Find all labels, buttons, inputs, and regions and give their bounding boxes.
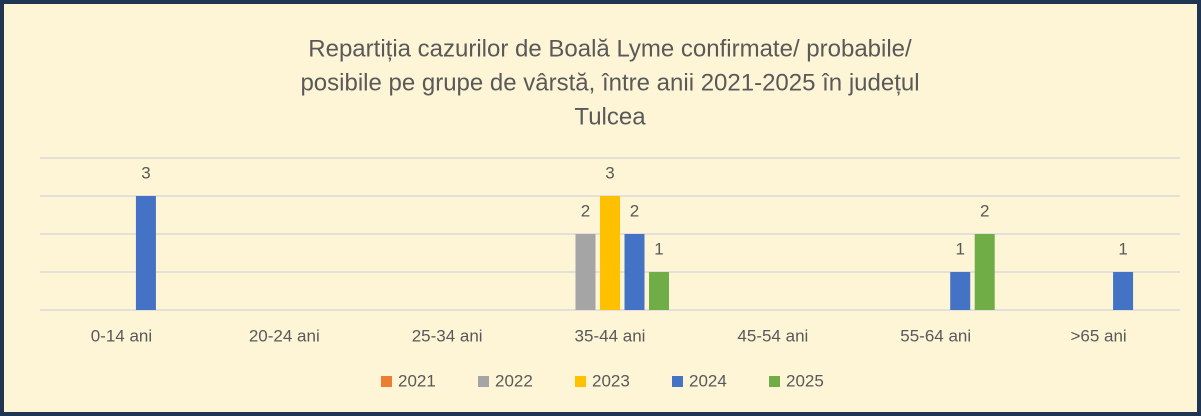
legend-swatch: [672, 376, 683, 387]
data-label: 1: [955, 239, 964, 258]
bar: [624, 234, 645, 310]
x-tick-label: 35-44 ani: [575, 326, 646, 345]
data-label: 2: [630, 201, 639, 220]
x-tick-label: 0-14 ani: [91, 326, 152, 345]
chart-title: posibile pe grupe de vârstă, între anii …: [300, 69, 919, 96]
x-tick-label: 20-24 ani: [249, 326, 320, 345]
chart-title: Tulcea: [574, 103, 646, 130]
bar: [974, 234, 995, 310]
bar: [135, 196, 156, 310]
x-tick-label: 45-54 ani: [737, 326, 808, 345]
data-label: 2: [980, 201, 989, 220]
data-label: 1: [1118, 239, 1127, 258]
legend-label: 2021: [398, 371, 436, 390]
legend-swatch: [381, 376, 392, 387]
bar: [1113, 272, 1134, 310]
legend-swatch: [478, 376, 489, 387]
legend-swatch: [575, 376, 586, 387]
bar: [649, 272, 669, 310]
legend-swatch: [769, 376, 780, 387]
x-tick-label: 55-64 ani: [900, 326, 971, 345]
bar: [600, 196, 620, 310]
data-label: 3: [141, 163, 150, 182]
chart-title: Repartiția cazurilor de Boală Lyme confi…: [308, 35, 912, 62]
x-tick-label: 25-34 ani: [412, 326, 483, 345]
data-label: 2: [581, 201, 590, 220]
bar: [575, 234, 596, 310]
x-tick-label: >65 ani: [1070, 326, 1126, 345]
data-label: 3: [605, 163, 614, 182]
legend-label: 2023: [592, 371, 630, 390]
data-label: 1: [654, 239, 663, 258]
bar: [950, 272, 971, 310]
legend-label: 2024: [689, 371, 727, 390]
legend-label: 2025: [786, 371, 824, 390]
legend-label: 2022: [495, 371, 533, 390]
